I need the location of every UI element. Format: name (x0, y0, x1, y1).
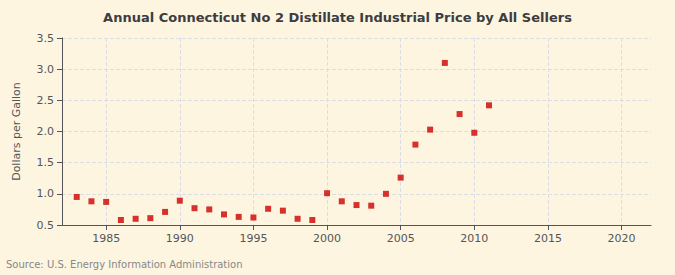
svg-text:1985: 1985 (92, 232, 120, 245)
svg-text:1.5: 1.5 (37, 156, 55, 169)
svg-text:Annual Connecticut No 2 Distil: Annual Connecticut No 2 Distillate Indus… (103, 10, 572, 25)
svg-text:2000: 2000 (313, 232, 341, 245)
svg-text:2020: 2020 (608, 232, 636, 245)
svg-text:3.5: 3.5 (37, 32, 55, 45)
svg-text:1.0: 1.0 (37, 187, 55, 200)
svg-text:2015: 2015 (534, 232, 562, 245)
svg-text:1990: 1990 (166, 232, 194, 245)
svg-text:3.0: 3.0 (37, 63, 55, 76)
svg-text:2010: 2010 (460, 232, 488, 245)
svg-text:2005: 2005 (387, 232, 415, 245)
svg-text:Source: U.S. Energy Informatio: Source: U.S. Energy Information Administ… (6, 259, 243, 270)
svg-text:1995: 1995 (239, 232, 267, 245)
svg-text:0.5: 0.5 (37, 219, 55, 232)
svg-text:2.5: 2.5 (37, 94, 55, 107)
svg-text:2.0: 2.0 (37, 125, 55, 138)
svg-text:Dollars per Gallon: Dollars per Gallon (10, 82, 23, 181)
